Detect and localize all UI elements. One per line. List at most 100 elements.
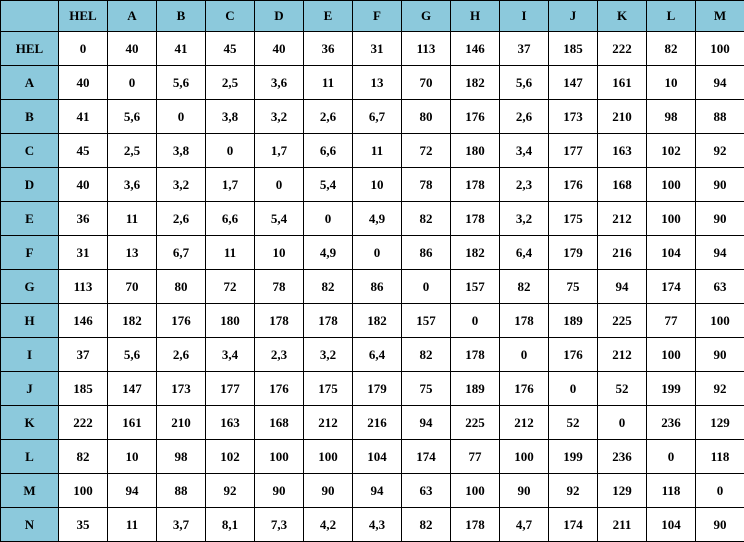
distance-cell: 77 — [647, 304, 696, 338]
distance-cell: 3,8 — [206, 100, 255, 134]
distance-cell: 129 — [598, 474, 647, 508]
distance-cell: 174 — [402, 440, 451, 474]
distance-cell: 102 — [206, 440, 255, 474]
distance-cell: 6,4 — [500, 236, 549, 270]
distance-cell: 161 — [598, 66, 647, 100]
distance-cell: 100 — [255, 440, 304, 474]
distance-cell: 146 — [59, 304, 108, 338]
corner-cell — [1, 1, 59, 32]
column-header-l: L — [647, 1, 696, 32]
distance-cell: 7,3 — [255, 508, 304, 542]
distance-cell: 176 — [451, 100, 500, 134]
distance-cell: 98 — [647, 100, 696, 134]
distance-cell: 13 — [353, 66, 402, 100]
column-header-j: J — [549, 1, 598, 32]
distance-cell: 0 — [500, 338, 549, 372]
distance-cell: 147 — [108, 372, 157, 406]
distance-cell: 82 — [59, 440, 108, 474]
distance-cell: 52 — [598, 372, 647, 406]
distance-cell: 90 — [696, 168, 744, 202]
distance-cell: 147 — [549, 66, 598, 100]
distance-cell: 75 — [549, 270, 598, 304]
distance-cell: 37 — [500, 32, 549, 66]
distance-cell: 10 — [108, 440, 157, 474]
distance-cell: 2,3 — [500, 168, 549, 202]
row-header-l: L — [1, 440, 59, 474]
row-header-k: K — [1, 406, 59, 440]
distance-cell: 1,7 — [255, 134, 304, 168]
row-header-i: I — [1, 338, 59, 372]
distance-cell: 189 — [549, 304, 598, 338]
distance-cell: 0 — [206, 134, 255, 168]
distance-cell: 104 — [353, 440, 402, 474]
distance-cell: 5,4 — [255, 202, 304, 236]
distance-cell: 4,9 — [304, 236, 353, 270]
distance-cell: 100 — [500, 440, 549, 474]
distance-cell: 10 — [647, 66, 696, 100]
distance-cell: 176 — [549, 338, 598, 372]
distance-cell: 92 — [696, 134, 744, 168]
distance-cell: 94 — [402, 406, 451, 440]
distance-cell: 90 — [696, 202, 744, 236]
distance-cell: 176 — [255, 372, 304, 406]
distance-cell: 100 — [647, 202, 696, 236]
distance-cell: 90 — [255, 474, 304, 508]
row-header-a: A — [1, 66, 59, 100]
distance-cell: 3,2 — [304, 338, 353, 372]
distance-cell: 5,6 — [500, 66, 549, 100]
table-row: M100948892909094631009092129118090 — [1, 474, 744, 508]
distance-cell: 88 — [157, 474, 206, 508]
distance-cell: 40 — [255, 32, 304, 66]
distance-cell: 175 — [304, 372, 353, 406]
distance-cell: 80 — [402, 100, 451, 134]
distance-cell: 100 — [647, 168, 696, 202]
distance-cell: 104 — [647, 508, 696, 542]
distance-cell: 77 — [451, 440, 500, 474]
distance-cell: 0 — [598, 406, 647, 440]
distance-cell: 212 — [304, 406, 353, 440]
distance-cell: 0 — [549, 372, 598, 406]
distance-cell: 31 — [353, 32, 402, 66]
distance-cell: 0 — [451, 304, 500, 338]
distance-cell: 225 — [451, 406, 500, 440]
distance-cell: 5,4 — [304, 168, 353, 202]
distance-cell: 178 — [451, 508, 500, 542]
row-header-h: H — [1, 304, 59, 338]
column-header-f: F — [353, 1, 402, 32]
distance-cell: 40 — [108, 32, 157, 66]
distance-cell: 4,3 — [353, 508, 402, 542]
distance-cell: 11 — [304, 66, 353, 100]
distance-cell: 179 — [549, 236, 598, 270]
distance-cell: 8,1 — [206, 508, 255, 542]
distance-cell: 4,7 — [500, 508, 549, 542]
row-header-g: G — [1, 270, 59, 304]
distance-cell: 3,2 — [157, 168, 206, 202]
distance-cell: 2,5 — [206, 66, 255, 100]
distance-cell: 78 — [402, 168, 451, 202]
distance-cell: 3,7 — [157, 508, 206, 542]
distance-cell: 3,8 — [157, 134, 206, 168]
distance-cell: 0 — [402, 270, 451, 304]
table-row: G11370807278828601578275941746382 — [1, 270, 744, 304]
distance-cell: 157 — [451, 270, 500, 304]
distance-cell: 10 — [255, 236, 304, 270]
distance-cell: 180 — [206, 304, 255, 338]
distance-cell: 113 — [402, 32, 451, 66]
distance-cell: 199 — [549, 440, 598, 474]
distance-cell: 88 — [696, 100, 744, 134]
distance-cell: 90 — [304, 474, 353, 508]
distance-cell: 3,2 — [500, 202, 549, 236]
table-row: L821098102100100104174771001992360118104 — [1, 440, 744, 474]
distance-cell: 2,3 — [255, 338, 304, 372]
row-header-c: C — [1, 134, 59, 168]
distance-cell: 94 — [108, 474, 157, 508]
distance-cell: 86 — [353, 270, 402, 304]
distance-cell: 82 — [647, 32, 696, 66]
distance-cell: 2,6 — [157, 338, 206, 372]
column-header-h: H — [451, 1, 500, 32]
